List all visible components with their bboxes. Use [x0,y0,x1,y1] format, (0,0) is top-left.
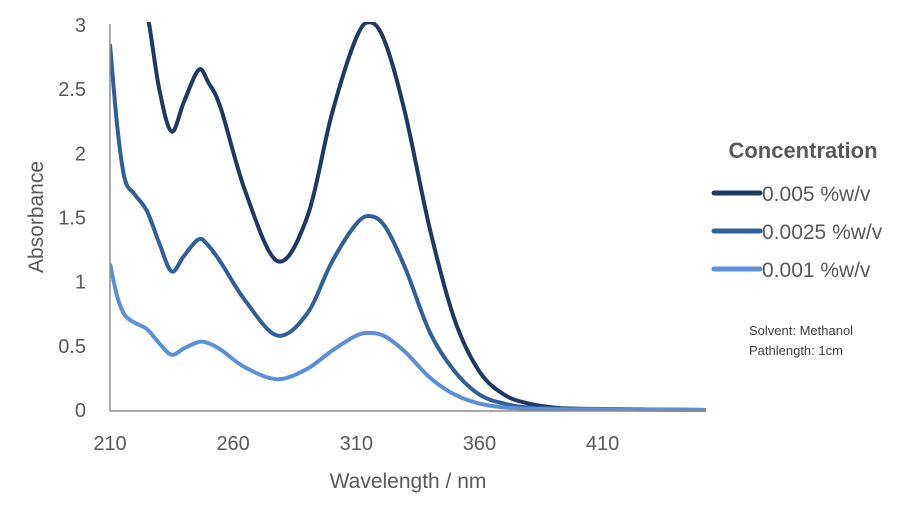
y-tick-label: 2 [75,143,86,165]
y-tick-label: 3 [75,15,86,37]
annotation-solvent: Solvent: Methanol [749,323,853,338]
y-tick-label: 1 [75,272,86,294]
legend-label: 0.0025 %w/v [762,221,883,244]
legend-label: 0.005 %w/v [762,183,871,206]
series-line-1 [110,44,707,412]
y-axis-label: Absorbance [25,161,48,273]
x-tick-label: 360 [463,433,496,455]
y-tick-label: 1.5 [58,208,86,230]
legend-label: 0.001 %w/v [762,259,871,282]
y-tick-label: 0 [75,400,86,422]
series-group [110,22,707,412]
y-tick-label: 2.5 [58,79,86,101]
x-tick-label: 310 [340,433,373,455]
y-tick-label: 0.5 [58,336,86,358]
legend-title: Concentration [728,138,877,163]
series-line-0 [146,22,707,412]
x-axis-label: Wavelength / nm [330,470,487,493]
x-tick-label: 210 [93,433,126,455]
series-line-2 [110,263,707,412]
annotation-pathlength: Pathlength: 1cm [749,343,843,358]
x-tick-label: 260 [216,433,249,455]
x-tick-label: 410 [586,433,619,455]
